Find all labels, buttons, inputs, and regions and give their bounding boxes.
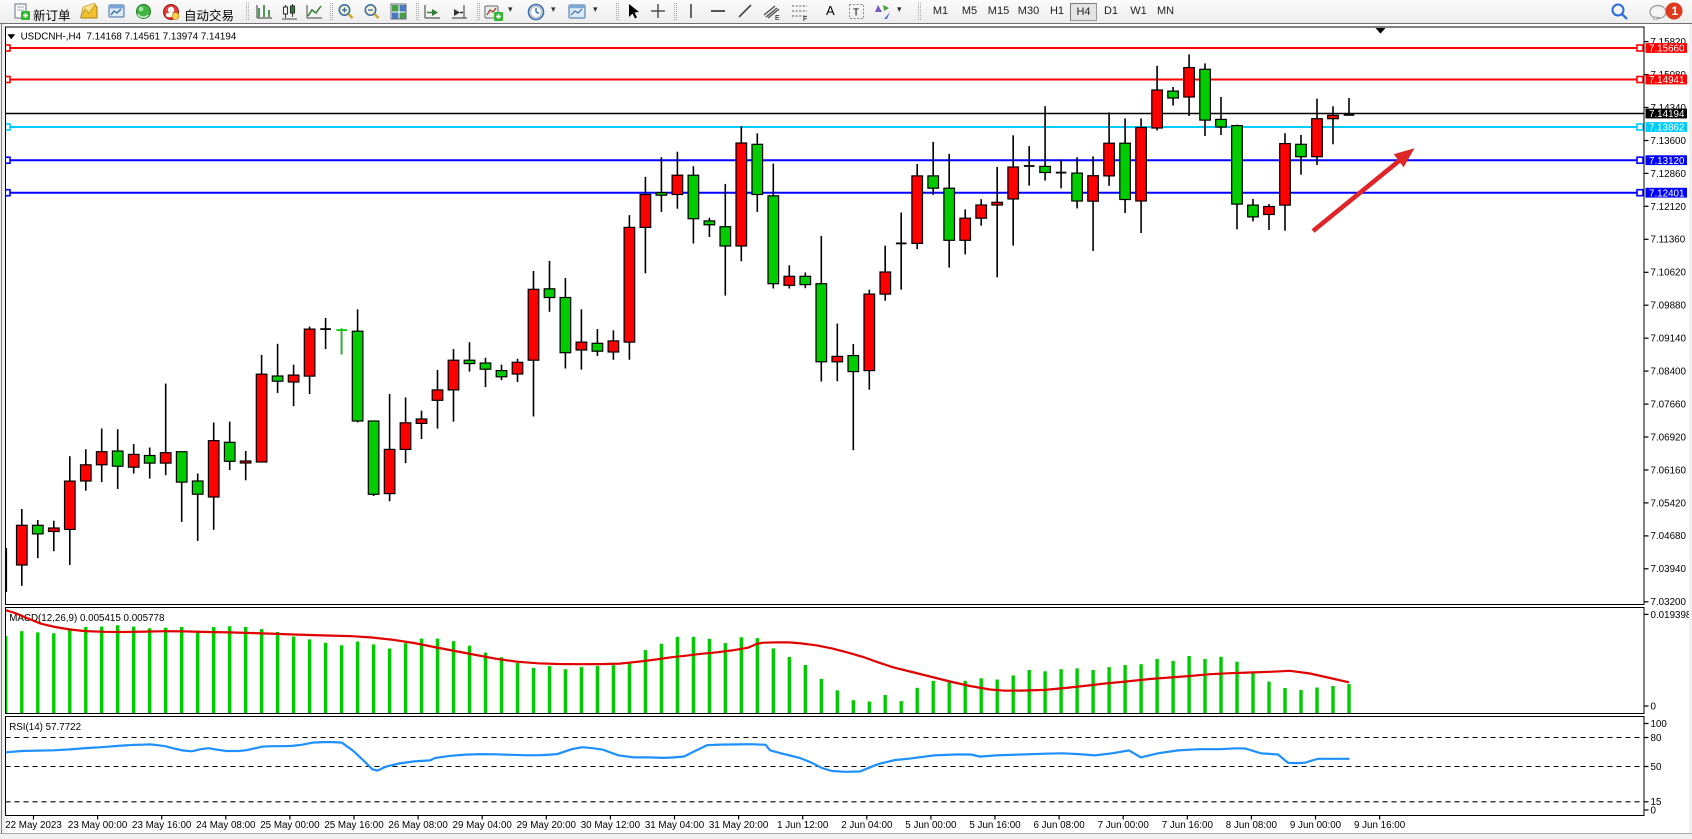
svg-text:5 Jun 00:00: 5 Jun 00:00 — [905, 820, 957, 831]
svg-text:7.13120: 7.13120 — [1649, 156, 1685, 167]
svg-text:7.08400: 7.08400 — [1651, 367, 1687, 378]
svg-text:9 Jun 16:00: 9 Jun 16:00 — [1354, 820, 1406, 831]
svg-text:25 May 16:00: 25 May 16:00 — [324, 820, 384, 831]
svg-text:7.12860: 7.12860 — [1651, 169, 1687, 180]
svg-text:7.11360: 7.11360 — [1651, 235, 1686, 246]
svg-text:25 May 00:00: 25 May 00:00 — [260, 820, 320, 831]
svg-text:7.15820: 7.15820 — [1651, 37, 1687, 48]
svg-text:30 May 12:00: 30 May 12:00 — [581, 820, 641, 831]
svg-text:7.07660: 7.07660 — [1651, 400, 1687, 411]
svg-text:1 Jun 12:00: 1 Jun 12:00 — [777, 820, 829, 831]
svg-text:7.03200: 7.03200 — [1651, 597, 1687, 608]
svg-text:7.09880: 7.09880 — [1651, 301, 1687, 312]
svg-text:T: T — [853, 8, 859, 19]
svg-text:F: F — [803, 16, 807, 21]
svg-text:7.12120: 7.12120 — [1651, 202, 1687, 213]
svg-text:7.09140: 7.09140 — [1651, 334, 1687, 345]
svg-text:RSI(14) 57.7722: RSI(14) 57.7722 — [9, 722, 81, 733]
svg-text:7.14194: 7.14194 — [1649, 109, 1685, 120]
svg-text:31 May 20:00: 31 May 20:00 — [709, 820, 769, 831]
svg-text:9 Jun 00:00: 9 Jun 00:00 — [1290, 820, 1342, 831]
svg-text:23 May 00:00: 23 May 00:00 — [68, 820, 128, 831]
svg-text:80: 80 — [1651, 733, 1662, 744]
svg-text:0: 0 — [1651, 805, 1657, 816]
svg-text:7.14941: 7.14941 — [1649, 75, 1684, 86]
svg-text:24 May 08:00: 24 May 08:00 — [196, 820, 256, 831]
svg-text:7.10620: 7.10620 — [1651, 268, 1687, 279]
svg-text:7 Jun 16:00: 7 Jun 16:00 — [1162, 820, 1214, 831]
svg-text:0.019398: 0.019398 — [1651, 610, 1692, 621]
svg-text:7.13600: 7.13600 — [1651, 136, 1687, 147]
svg-text:USDCNH-,H4 7.14168 7.14561 7.: USDCNH-,H4 7.14168 7.14561 7.13974 7.141… — [21, 31, 237, 42]
svg-text:7.13862: 7.13862 — [1649, 123, 1684, 134]
svg-text:29 May 20:00: 29 May 20:00 — [517, 820, 577, 831]
svg-text:7.06920: 7.06920 — [1651, 432, 1687, 443]
svg-text:7.06160: 7.06160 — [1651, 465, 1687, 476]
svg-text:2 Jun 04:00: 2 Jun 04:00 — [841, 820, 893, 831]
svg-text:5 Jun 16:00: 5 Jun 16:00 — [969, 820, 1021, 831]
svg-text:100: 100 — [1651, 719, 1668, 730]
svg-text:7.05420: 7.05420 — [1651, 498, 1687, 509]
svg-text:7.15660: 7.15660 — [1649, 44, 1685, 55]
svg-text:0: 0 — [1651, 701, 1657, 712]
svg-text:7.12401: 7.12401 — [1649, 188, 1684, 199]
svg-text:22 May 2023: 22 May 2023 — [5, 820, 62, 831]
svg-text:E: E — [775, 15, 780, 21]
svg-text:7.03940: 7.03940 — [1651, 564, 1687, 575]
svg-text:7.14340: 7.14340 — [1651, 103, 1687, 114]
svg-text:MACD(12,26,9) 0.005415 0.00577: MACD(12,26,9) 0.005415 0.005778 — [9, 613, 165, 624]
svg-text:7 Jun 00:00: 7 Jun 00:00 — [1098, 820, 1150, 831]
svg-text:31 May 04:00: 31 May 04:00 — [645, 820, 705, 831]
svg-text:50: 50 — [1651, 762, 1662, 773]
svg-text:6 Jun 08:00: 6 Jun 08:00 — [1033, 820, 1085, 831]
svg-text:23 May 16:00: 23 May 16:00 — [132, 820, 192, 831]
svg-text:29 May 04:00: 29 May 04:00 — [453, 820, 513, 831]
svg-text:26 May 08:00: 26 May 08:00 — [388, 820, 448, 831]
svg-text:8 Jun 08:00: 8 Jun 08:00 — [1226, 820, 1278, 831]
svg-text:15: 15 — [1651, 797, 1662, 808]
svg-text:7.04680: 7.04680 — [1651, 531, 1687, 542]
svg-text:1: 1 — [1672, 4, 1679, 18]
